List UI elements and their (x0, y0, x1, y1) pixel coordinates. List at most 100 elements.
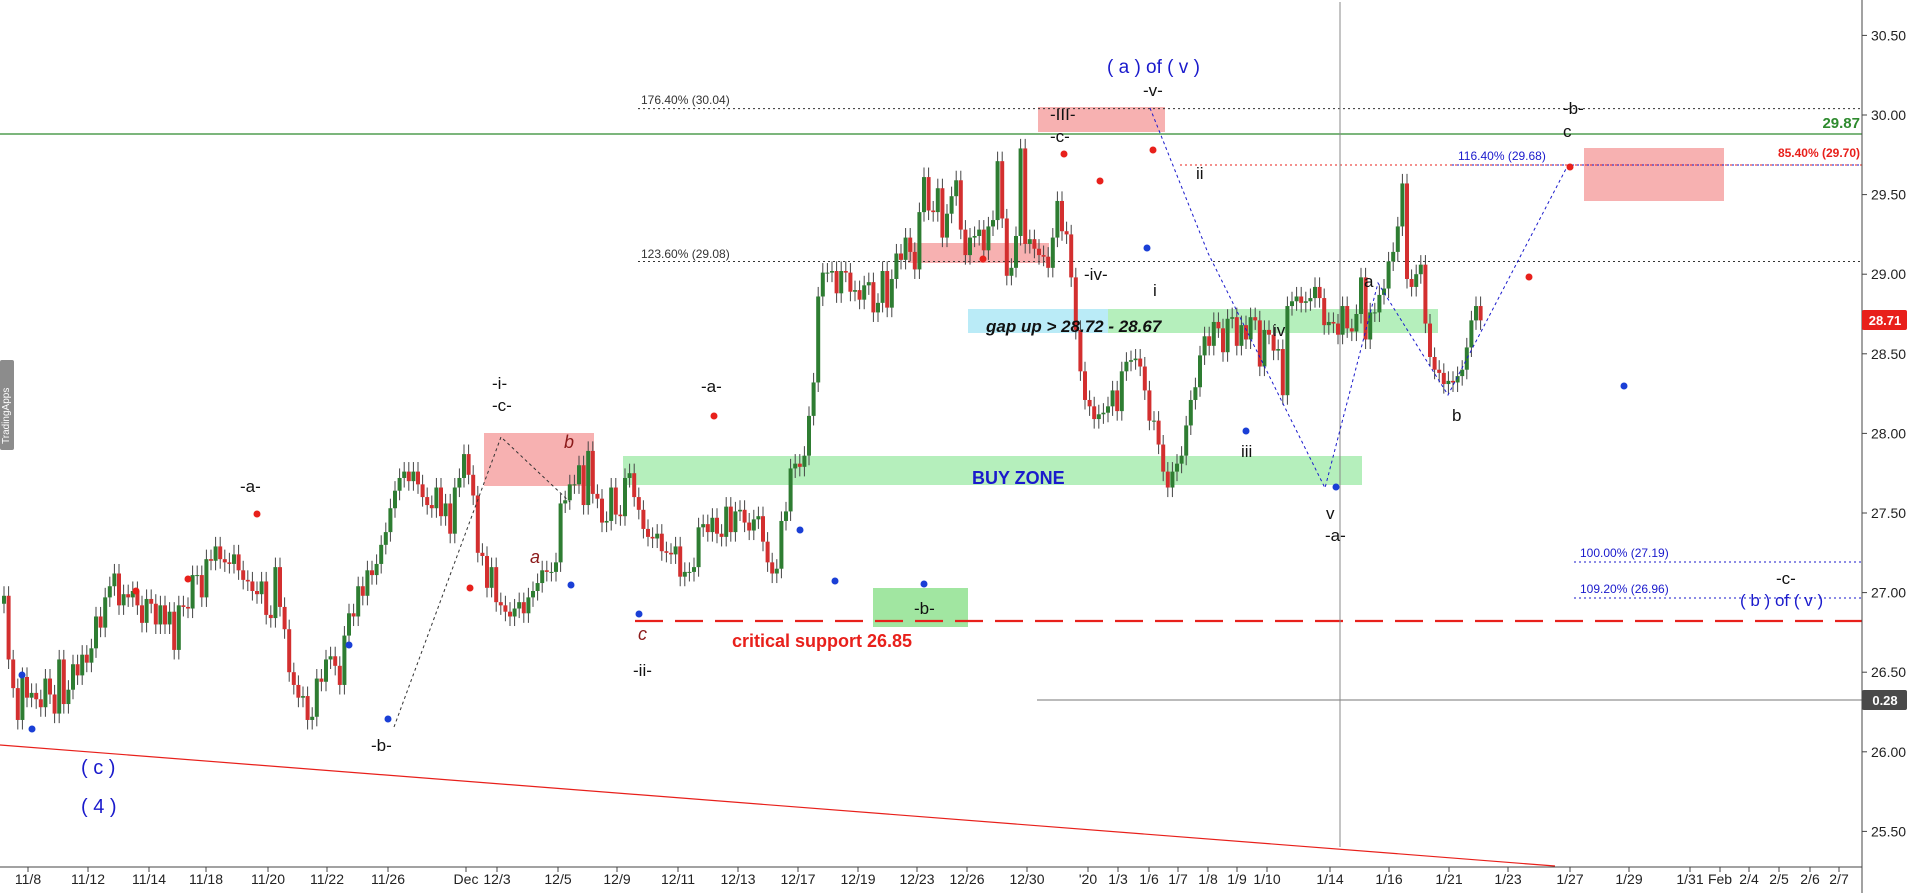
candle-body (356, 586, 361, 617)
candle-body (218, 546, 223, 560)
candle-body (641, 509, 646, 529)
candle (1405, 173, 1409, 289)
candle-body (140, 605, 144, 623)
wave-label-a2: -a- (701, 377, 722, 396)
candle (1234, 307, 1239, 356)
candle-body (862, 285, 867, 300)
candle-body (411, 471, 416, 482)
candle-body (1423, 264, 1428, 324)
candle-body (1313, 286, 1317, 299)
candle (549, 562, 554, 582)
candle (1027, 229, 1032, 254)
candle-body (770, 562, 775, 574)
candle (1294, 286, 1299, 311)
candle-body (1087, 399, 1092, 407)
candle-body (1198, 355, 1202, 388)
candle-body (834, 271, 839, 294)
wave-label-iv: -iv- (1084, 265, 1108, 284)
candle-body (374, 563, 379, 576)
candle (609, 477, 614, 531)
candle-body (199, 575, 204, 598)
candle-body (692, 567, 696, 572)
candle-body (310, 716, 315, 720)
candle-body (521, 602, 526, 614)
candle-body (1234, 317, 1239, 346)
candle (696, 517, 701, 577)
candle-body (931, 210, 936, 213)
candle-body (673, 546, 678, 555)
candle-body (1156, 420, 1161, 445)
candle-body (29, 692, 34, 698)
candle (66, 680, 71, 714)
candle-body (213, 546, 218, 561)
candle-body (738, 509, 742, 512)
candle (278, 557, 282, 617)
wave-label-4: ( 4 ) (81, 796, 117, 818)
candle (641, 500, 646, 539)
candle-body (1170, 471, 1175, 488)
candle (75, 654, 80, 685)
candle-body (926, 177, 931, 211)
candle (862, 275, 867, 310)
swing-dot (1096, 177, 1104, 185)
candle-body (807, 415, 811, 456)
candle-body (1386, 261, 1391, 289)
candle (797, 454, 802, 477)
x-tick-label: 12/5 (544, 871, 571, 887)
candle (908, 228, 913, 262)
candle-body (241, 570, 246, 580)
candle (1363, 267, 1368, 350)
candle (1336, 314, 1340, 345)
wave-guide-line (1149, 107, 1569, 490)
candle (457, 468, 462, 498)
candle (1106, 396, 1110, 423)
candle (130, 581, 135, 607)
candle (498, 592, 503, 615)
swing-dot (28, 725, 36, 733)
candle-body (360, 586, 365, 596)
candle-body (485, 555, 489, 588)
price-tag-box (1862, 310, 1907, 330)
candle-body (705, 524, 710, 533)
candle (508, 602, 512, 627)
zone-red-29 (908, 243, 1049, 263)
candle (586, 441, 591, 515)
candle (678, 536, 683, 587)
wave-label-b-small: b (564, 432, 574, 452)
swing-dot (384, 715, 392, 723)
x-tick-label: 12/30 (1009, 871, 1044, 887)
candle-body (761, 516, 765, 542)
x-tick-label: 1/6 (1139, 871, 1159, 887)
candle (636, 487, 641, 520)
candle-body (2, 595, 6, 604)
candle-body (181, 605, 186, 607)
wave-label-iv-small: iv (1273, 321, 1286, 340)
candle-body (1014, 235, 1018, 268)
candle-body (498, 602, 503, 606)
candle (774, 559, 779, 584)
candle (1179, 446, 1184, 474)
candle (480, 543, 485, 566)
candle-body (1216, 321, 1221, 329)
candle-body (871, 282, 876, 313)
candle (1032, 229, 1037, 259)
x-tick-label: 1/10 (1253, 871, 1280, 887)
candle-body (972, 235, 977, 238)
candle-body (1221, 328, 1225, 353)
x-tick-label: Feb (1708, 871, 1732, 887)
candle-body (1285, 306, 1290, 396)
candle-body (351, 613, 356, 617)
candle-body (742, 509, 747, 523)
candle-body (190, 575, 195, 609)
candle-body (379, 544, 384, 564)
candle (1257, 310, 1262, 377)
candle (1414, 264, 1419, 297)
candle-body (687, 571, 692, 573)
candle-body (540, 570, 545, 584)
candle-body (899, 253, 903, 260)
candle (1409, 269, 1414, 297)
candle (1423, 255, 1428, 334)
y-tick-label: 29.50 (1871, 187, 1906, 203)
candle (894, 243, 899, 289)
candle-body (66, 689, 71, 705)
